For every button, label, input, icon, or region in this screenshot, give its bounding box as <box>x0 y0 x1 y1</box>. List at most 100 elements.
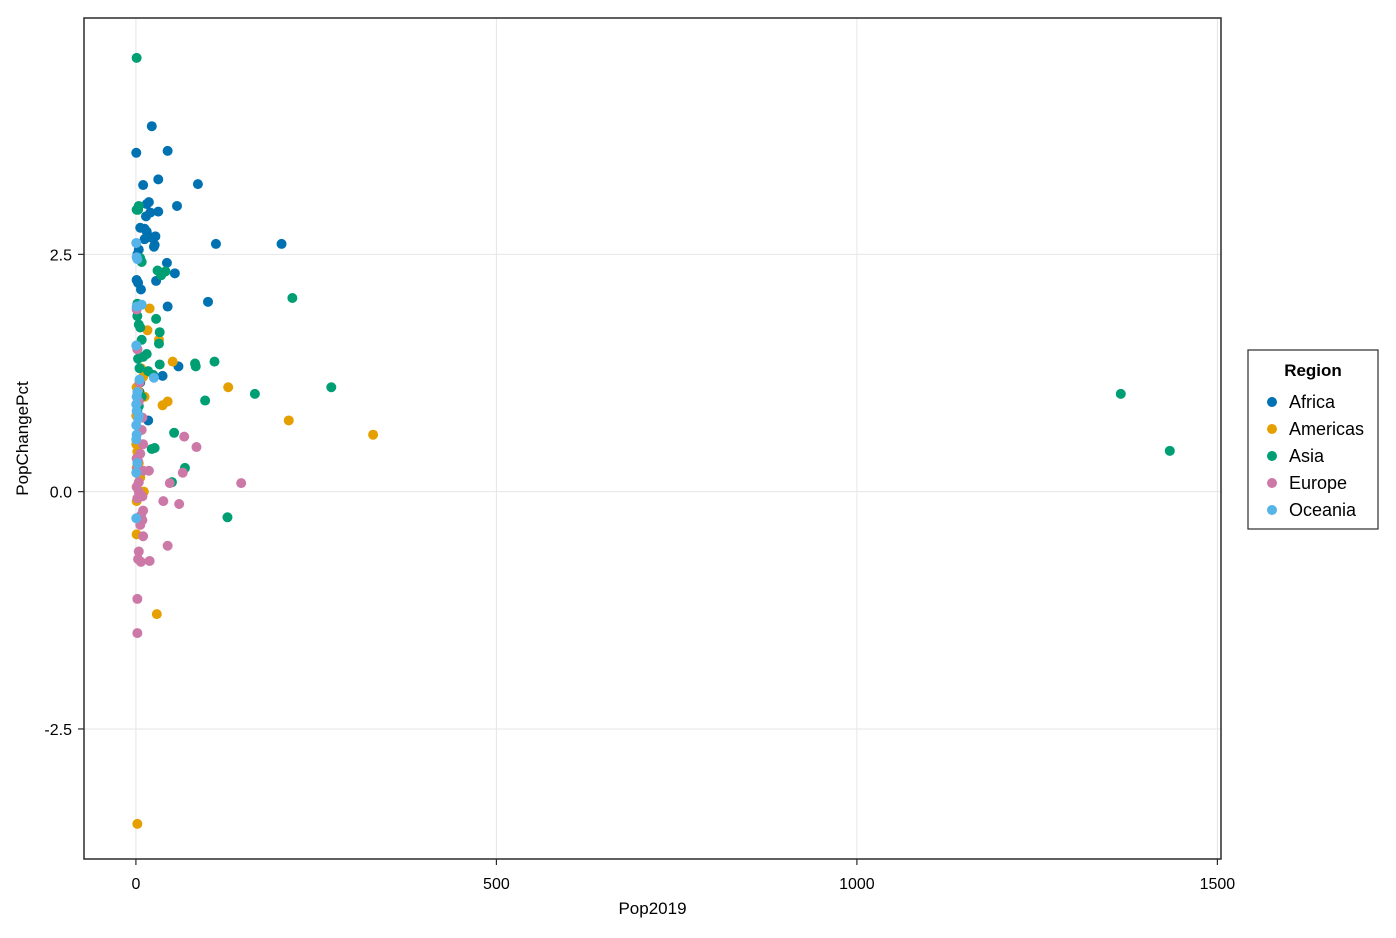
data-point <box>190 361 201 372</box>
data-point <box>151 609 162 620</box>
y-axis-title: PopChangePct <box>13 381 32 496</box>
data-point <box>169 268 180 279</box>
data-point <box>222 512 233 523</box>
data-point <box>148 241 159 252</box>
data-point <box>283 415 294 426</box>
series-africa <box>131 121 287 426</box>
data-point <box>174 498 185 509</box>
data-point <box>162 145 173 156</box>
data-point <box>276 238 287 249</box>
data-point <box>131 52 142 63</box>
legend-marker <box>1267 451 1277 461</box>
data-point <box>135 284 146 295</box>
series-asia <box>131 52 1175 523</box>
data-point <box>162 301 173 312</box>
legend-item-americas: Americas <box>1267 419 1364 439</box>
data-point <box>133 204 144 215</box>
legend-item-europe: Europe <box>1267 473 1347 493</box>
data-point <box>131 301 142 312</box>
legend-label: Europe <box>1289 473 1347 493</box>
y-tick-label: -2.5 <box>44 722 72 739</box>
data-point <box>177 467 188 478</box>
data-point <box>139 234 150 245</box>
data-point <box>191 442 202 453</box>
data-point <box>131 237 142 248</box>
data-point <box>172 200 183 211</box>
data-point <box>131 147 142 158</box>
grid-lines <box>84 18 1221 859</box>
legend-marker <box>1267 478 1277 488</box>
legend-box <box>1247 349 1379 530</box>
data-point <box>153 206 164 217</box>
y-tick-label: 2.5 <box>50 247 72 264</box>
legend-marker <box>1267 424 1277 434</box>
data-point <box>131 434 142 445</box>
series-oceania <box>131 237 159 524</box>
legend-label: Americas <box>1289 419 1364 439</box>
data-point <box>133 546 144 557</box>
data-point <box>151 313 162 324</box>
legend-item-asia: Asia <box>1267 446 1325 466</box>
data-point <box>131 391 142 402</box>
x-tick-label: 0 <box>131 876 140 893</box>
legend-label: Asia <box>1289 446 1325 466</box>
x-axis-title: Pop2019 <box>618 899 686 918</box>
data-point <box>132 593 143 604</box>
data-point <box>144 303 155 314</box>
data-point <box>169 427 180 438</box>
data-point <box>135 556 146 567</box>
data-point <box>236 478 247 489</box>
x-tick-label: 1000 <box>839 876 875 893</box>
data-point <box>326 382 337 393</box>
data-point <box>134 363 145 374</box>
axis-ticks: 0 500 1000 1500 -2.5 0.0 2.5 <box>44 247 1235 893</box>
y-tick-label: 0.0 <box>50 485 72 502</box>
data-point <box>131 340 142 351</box>
data-point <box>148 372 159 383</box>
data-point <box>1115 388 1126 399</box>
data-point <box>132 818 143 829</box>
legend: Region Africa Americas Asia Europe Oceania <box>1247 349 1379 530</box>
data-point <box>146 121 157 132</box>
data-point <box>134 374 145 385</box>
data-point <box>368 429 379 440</box>
data-point <box>164 478 175 489</box>
data-point <box>200 395 211 406</box>
data-point <box>131 513 142 524</box>
data-point <box>161 257 172 268</box>
data-point <box>144 555 155 566</box>
data-point <box>135 322 146 333</box>
data-point <box>157 400 168 411</box>
data-point <box>132 458 143 469</box>
data-point <box>132 493 143 504</box>
data-point <box>143 465 154 476</box>
x-tick-label: 1500 <box>1200 876 1236 893</box>
data-point <box>153 174 164 185</box>
data-point <box>141 211 152 222</box>
data-point <box>156 270 167 281</box>
data-point <box>157 370 168 381</box>
data-point <box>133 353 144 364</box>
data-point <box>223 382 234 393</box>
data-point <box>209 356 220 367</box>
legend-title: Region <box>1284 361 1342 380</box>
plot-frame <box>83 17 1222 860</box>
legend-label: Africa <box>1289 392 1336 412</box>
legend-item-africa: Africa <box>1267 392 1336 412</box>
data-points <box>131 52 1175 829</box>
data-point <box>210 238 221 249</box>
data-point <box>1164 445 1175 456</box>
data-point <box>131 467 142 478</box>
data-point <box>153 338 164 349</box>
legend-marker <box>1267 397 1277 407</box>
data-point <box>146 443 157 454</box>
legend-marker <box>1267 505 1277 515</box>
data-point <box>132 254 143 265</box>
data-point <box>141 199 152 210</box>
legend-label: Oceania <box>1289 500 1357 520</box>
data-point <box>132 628 143 639</box>
data-point <box>138 180 149 191</box>
data-point <box>249 388 260 399</box>
